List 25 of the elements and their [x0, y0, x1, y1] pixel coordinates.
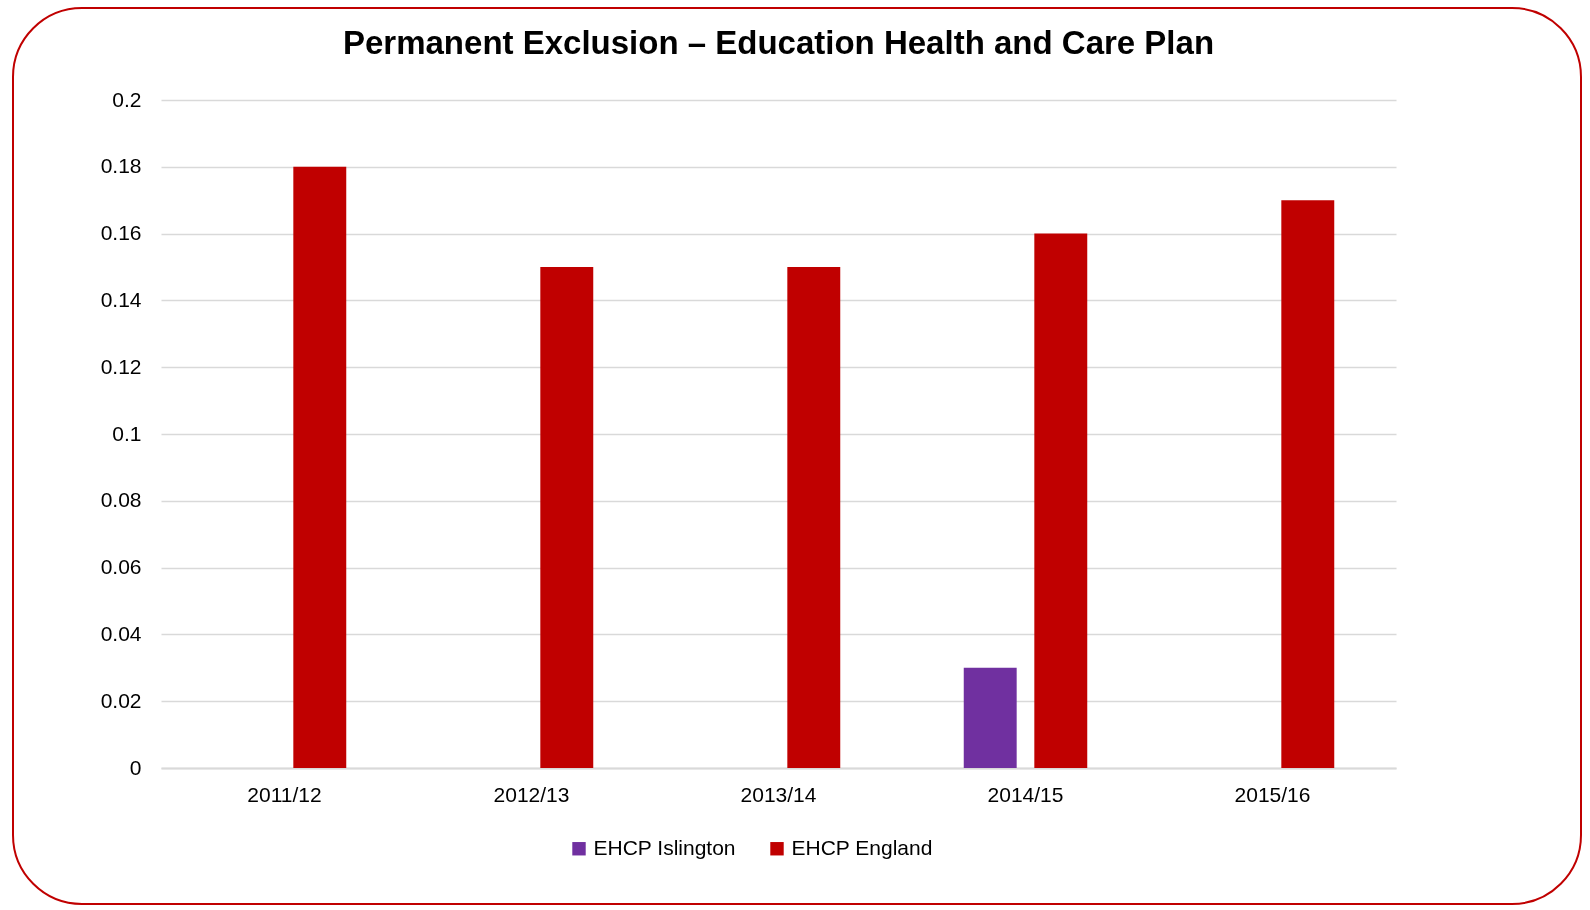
y-tick-label: 0.2 [112, 87, 142, 111]
y-tick-label: 0.06 [100, 555, 142, 579]
y-tick-label: 0.14 [100, 287, 142, 311]
bar [540, 267, 594, 768]
x-tick-label: 2011/12 [247, 782, 322, 806]
y-tick-label: 0 [129, 755, 142, 779]
x-tick-label: 2015/16 [1234, 782, 1311, 806]
y-tick-label: 0.16 [100, 221, 142, 245]
legend-label: EHCP England [791, 835, 933, 859]
chart-title: Permanent Exclusion – Education Health and Care Plan [342, 24, 1215, 61]
y-tick-label: 0.12 [100, 354, 142, 378]
bar [787, 267, 841, 768]
bar [1281, 200, 1335, 768]
y-tick-label: 0.18 [100, 154, 142, 178]
y-tick-label: 0.1 [112, 421, 142, 445]
y-tick-label: 0.04 [100, 621, 142, 645]
x-tick-label: 2012/13 [493, 782, 570, 806]
y-tick-label: 0.02 [100, 688, 142, 712]
y-tick-label: 0.08 [100, 488, 142, 512]
x-tick-label: 2014/15 [987, 782, 1064, 806]
bar [1034, 233, 1088, 768]
bar [293, 166, 347, 768]
legend-label: EHCP Islington [593, 835, 736, 859]
x-tick-label: 2013/14 [740, 782, 817, 806]
bar [963, 667, 1017, 768]
